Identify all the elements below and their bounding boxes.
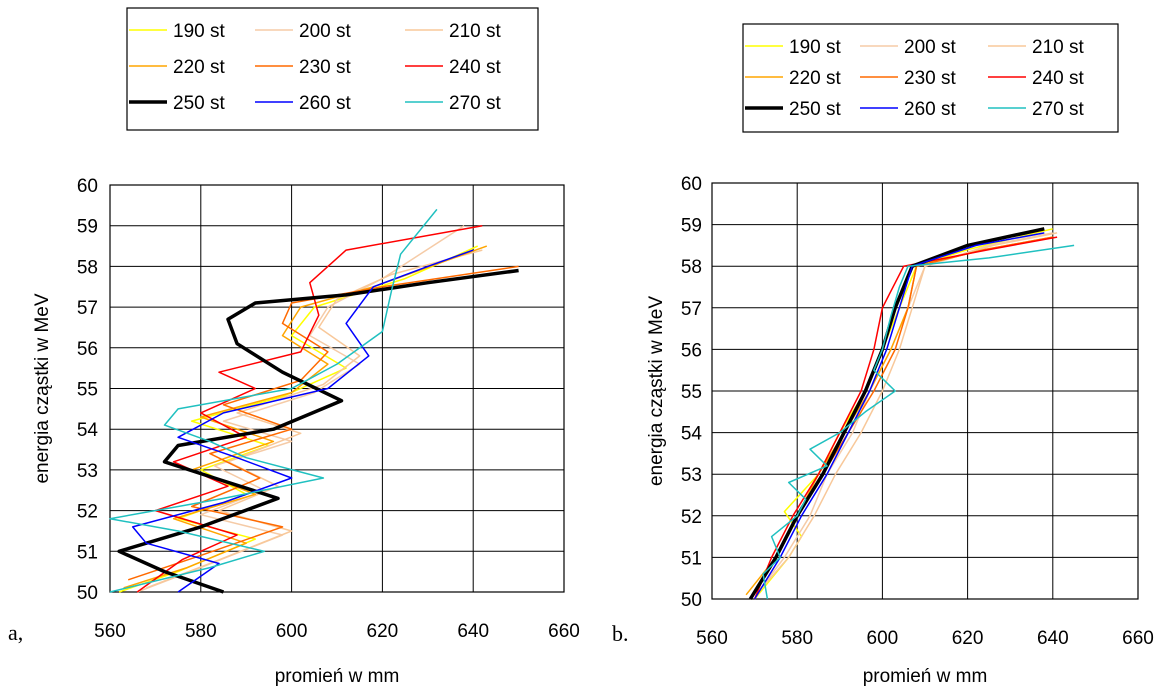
legend-label: 220 st	[789, 68, 841, 89]
y-tick-label: 59	[77, 217, 98, 238]
y-tick-label: 55	[77, 380, 98, 401]
y-tick-label: 54	[77, 420, 99, 441]
x-tick-label: 640	[1037, 628, 1069, 649]
y-tick-label: 58	[681, 257, 702, 278]
y-tick-label: 52	[681, 507, 702, 528]
series-line-210-st	[762, 232, 1058, 587]
legend-label: 230 st	[904, 68, 956, 89]
y-tick-label: 58	[77, 257, 98, 278]
y-tick-label: 56	[77, 339, 98, 360]
y-axis-label: energia cząstki w MeV	[646, 296, 667, 486]
legend-label: 190 st	[789, 37, 841, 58]
series-line-250-st	[117, 268, 519, 594]
legend-label: 240 st	[449, 57, 501, 78]
series-line-190-st	[118, 245, 479, 593]
chart-panel-b: 560 580 600 620 640 660 50 51 52 53 54 55 56 57 58 59 60…	[612, 23, 1154, 687]
legend-label: 190 st	[173, 21, 225, 42]
y-tick-label: 50	[77, 583, 98, 604]
y-tick-label: 57	[77, 298, 98, 319]
x-tick-label: 580	[781, 628, 813, 649]
y-tick-label: 55	[681, 382, 702, 403]
x-tick-label: 560	[94, 621, 126, 642]
y-tick-label: 60	[77, 176, 98, 197]
y-tick-label: 57	[681, 299, 702, 320]
legend-label: 250 st	[173, 93, 225, 114]
y-tick-label: 52	[77, 502, 98, 523]
series-line-240-st	[753, 236, 1058, 600]
legend-label: 250 st	[789, 99, 841, 120]
y-tick-label: 54	[681, 424, 703, 445]
y-tick-label: 50	[681, 590, 702, 611]
legend-label: 240 st	[1032, 68, 1084, 89]
legend-label: 210 st	[1032, 37, 1084, 58]
x-tick-label: 600	[867, 628, 899, 649]
x-tick-label: 560	[696, 628, 728, 649]
y-tick-label: 51	[77, 542, 98, 563]
plot-area	[711, 182, 1139, 600]
series-line-260-st	[753, 232, 1045, 600]
y-tick-label: 53	[77, 461, 98, 482]
y-tick-label: 53	[681, 465, 702, 486]
x-tick-label: 580	[185, 621, 217, 642]
plot-area	[109, 184, 565, 593]
x-axis-label: promień w mm	[275, 666, 400, 687]
legend-label: 210 st	[449, 21, 501, 42]
legend-label: 200 st	[904, 37, 956, 58]
panel-label: a,	[8, 620, 23, 645]
chart-panel-a: 560 580 600 620 640 660 50 51 52 53 54 55 56 57 58 59 60…	[8, 7, 580, 687]
legend-label: 260 st	[299, 93, 351, 114]
y-axis-label: energia cząstki w MeV	[32, 293, 53, 483]
series-line-260-st	[131, 249, 474, 593]
series-line-230-st	[127, 265, 519, 581]
panel-label: b.	[612, 621, 629, 646]
x-tick-label: 600	[276, 621, 308, 642]
x-tick-label: 620	[367, 621, 399, 642]
legend-label: 200 st	[299, 21, 351, 42]
x-tick-label: 660	[1122, 628, 1154, 649]
y-tick-label: 56	[681, 340, 702, 361]
series-line-200-st	[136, 225, 465, 593]
legend-label: 270 st	[449, 93, 501, 114]
x-tick-label: 660	[548, 621, 580, 642]
y-tick-label: 51	[681, 548, 702, 569]
x-tick-label: 640	[457, 621, 489, 642]
legend-label: 260 st	[904, 99, 956, 120]
series-line-220-st	[123, 245, 488, 589]
series-line-250-st	[748, 227, 1045, 600]
series-line-220-st	[745, 236, 1053, 596]
legend-box	[126, 7, 539, 131]
legend-box	[742, 23, 1119, 133]
x-axis-label: promień w mm	[863, 666, 988, 687]
series-line-270-st	[109, 208, 438, 593]
y-tick-label: 60	[681, 174, 702, 195]
x-tick-label: 620	[952, 628, 984, 649]
legend-label: 230 st	[299, 57, 351, 78]
legend-label: 220 st	[173, 57, 225, 78]
series-line-240-st	[136, 224, 483, 593]
y-tick-label: 59	[681, 216, 702, 237]
legend-label: 270 st	[1032, 99, 1084, 120]
series-line-270-st	[762, 244, 1075, 600]
